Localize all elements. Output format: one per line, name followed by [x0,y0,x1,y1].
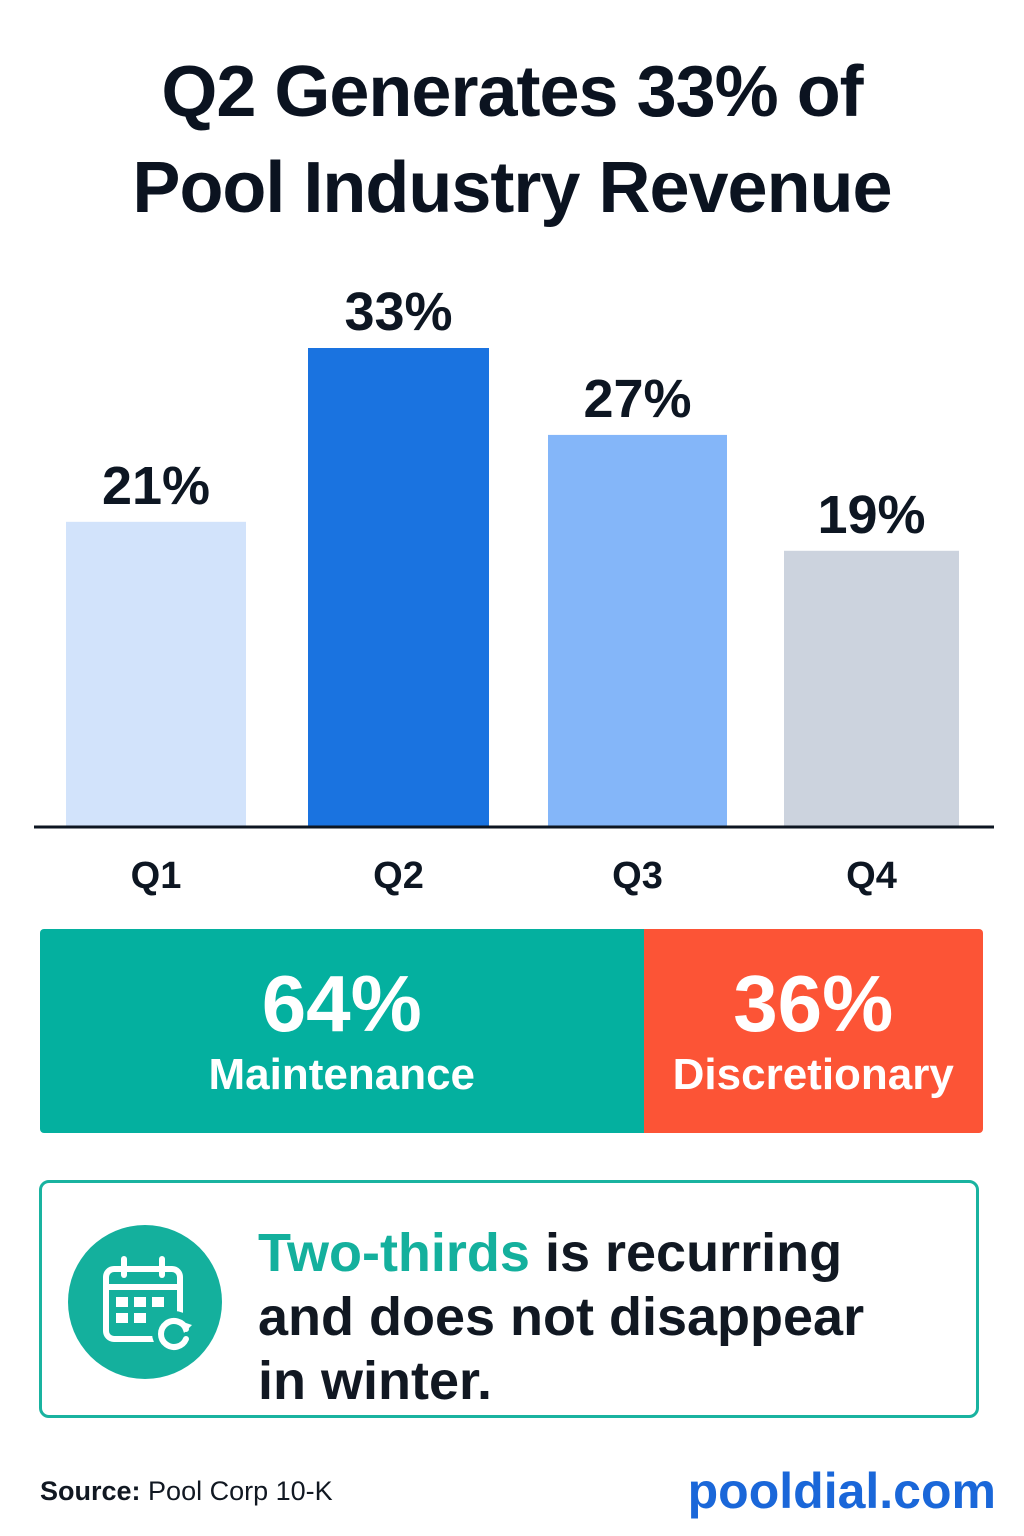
chart-title-line-2: Pool Industry Revenue [132,148,892,228]
maintenance-percent: 64% [261,959,422,1048]
value-label-q3: 27% [583,369,691,429]
value-label-q2: 33% [344,282,452,342]
x-tick-q2: Q2 [373,855,424,897]
maintenance-segment: 64% Maintenance [40,929,644,1133]
bar-q2 [308,348,489,826]
source-label: Source: [40,1476,141,1506]
bar-chart: 21% Q1 33% Q2 27% Q3 19% Q4 [34,282,994,897]
callout-highlight: Two-thirds [258,1223,530,1283]
x-tick-q1: Q1 [131,855,182,897]
brand-link[interactable]: pooldial.com [687,1463,996,1519]
discretionary-label: Discretionary [672,1050,954,1099]
callout-message: Two-thirds is recurring and does not dis… [258,1221,958,1413]
source-note: Source: Pool Corp 10-K [40,1476,333,1507]
revenue-split-bar: 64% Maintenance 36% Discretionary [40,929,983,1133]
callout-text-line-2: and does not disappear [258,1287,865,1347]
discretionary-percent: 36% [733,959,894,1048]
bar-q1 [66,521,246,826]
value-label-q4: 19% [817,485,925,545]
bar-q4 [784,550,959,826]
bar-q3 [548,434,727,826]
discretionary-segment: 36% Discretionary [643,929,983,1133]
recurring-callout: Two-thirds is recurring and does not dis… [39,1180,979,1418]
chart-title-line-1: Q2 Generates 33% of [161,52,863,132]
callout-text-line-1: is recurring [529,1223,843,1283]
maintenance-label: Maintenance [208,1050,476,1099]
callout-text-line-3: in winter. [258,1351,493,1411]
x-tick-q4: Q4 [846,855,897,897]
value-label-q1: 21% [102,456,210,516]
source-value: Pool Corp 10-K [148,1476,333,1506]
bars-group: 21% Q1 33% Q2 27% Q3 19% Q4 [66,282,959,897]
x-tick-q3: Q3 [612,855,663,897]
calendar-recurring-icon [68,1225,222,1379]
